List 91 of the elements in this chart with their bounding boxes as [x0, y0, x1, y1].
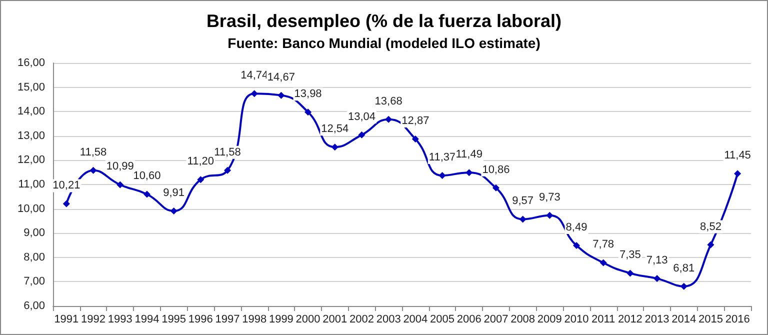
point [197, 176, 204, 184]
x-tick-label: 2005 [430, 314, 455, 326]
data-label: 13,04 [348, 110, 376, 123]
data-label: 7,13 [646, 254, 668, 267]
point [546, 212, 554, 219]
x-tick-label: 2010 [564, 314, 589, 326]
point [62, 200, 70, 208]
y-tick-label: 12,00 [17, 154, 45, 166]
data-label: 11,49 [456, 148, 482, 161]
x-tick-label: 2013 [644, 314, 670, 326]
y-tick-label: 16,00 [17, 57, 45, 69]
x-tick-label: 1995 [162, 314, 186, 326]
y-tick-label: 14,00 [17, 106, 45, 118]
data-label: 12,54 [321, 123, 349, 136]
y-tick-label: 10,00 [17, 202, 45, 215]
y-tick-label: 6,00 [24, 300, 45, 312]
x-tick-label: 2008 [510, 314, 536, 326]
x-tick-label: 2006 [456, 314, 482, 326]
point [573, 242, 580, 249]
y-tick-label: 9,00 [24, 227, 45, 240]
point [492, 184, 500, 192]
data-label: 10,60 [133, 170, 161, 182]
x-tick-label: 2011 [592, 314, 616, 326]
data-label: 12,87 [402, 115, 430, 128]
point [734, 170, 742, 178]
y-tick-label: 8,00 [24, 251, 45, 264]
data-label: 9,57 [512, 195, 534, 208]
x-tick-label: 1992 [81, 314, 106, 326]
data-label: 13,68 [374, 95, 402, 108]
data-label: 7,78 [592, 238, 614, 251]
point [519, 216, 526, 223]
x-tick-label: 2004 [403, 314, 428, 326]
point [626, 270, 634, 277]
data-label: 11,20 [187, 156, 214, 168]
chart-subtitle: Fuente: Banco Mundial (modeled ILO estimate) [228, 35, 540, 51]
point [90, 166, 97, 174]
data-label: 9,73 [538, 191, 560, 204]
point [438, 172, 446, 180]
data-label: 14,67 [267, 71, 295, 84]
point [358, 131, 366, 138]
x-tick-label: 2001 [322, 314, 348, 326]
point [331, 144, 338, 151]
data-label: 8,52 [700, 220, 722, 233]
point [707, 241, 714, 248]
x-tick-label: 2012 [618, 314, 642, 326]
x-tick-label: 1997 [215, 314, 240, 326]
data-label: 8,49 [566, 221, 588, 234]
x-tick-label: 2002 [349, 314, 374, 326]
data-label: 11,45 [724, 150, 751, 162]
data-label: 13,98 [294, 88, 322, 100]
point [654, 275, 661, 282]
data-label: 14,74 [240, 70, 268, 82]
x-tick-label: 1993 [108, 314, 132, 326]
point [412, 136, 419, 143]
x-tick-label: 2003 [376, 314, 401, 326]
chart-title: Brasil, desempleo (% de la fuerza laboral) [206, 11, 562, 31]
data-label: 9,91 [163, 186, 185, 199]
x-tick-label: 1994 [134, 314, 160, 326]
x-tick-label: 1991 [54, 314, 79, 326]
data-label: 10,21 [52, 180, 80, 192]
data-label: 11,58 [80, 146, 107, 158]
point [600, 259, 607, 266]
y-tick-label: 15,00 [17, 81, 45, 94]
x-tick-label: 2016 [725, 314, 750, 326]
point [143, 190, 150, 198]
point [680, 282, 688, 290]
data-label: 10,86 [482, 164, 510, 176]
data-label: 6,81 [673, 262, 695, 274]
point [385, 116, 392, 123]
x-tick-label: 2009 [537, 314, 562, 326]
data-label: 11,58 [214, 146, 241, 158]
y-tick-label: 11,00 [18, 178, 45, 190]
x-tick-label: 2015 [698, 314, 723, 326]
x-tick-label: 1999 [268, 314, 294, 326]
x-tick-label: 2000 [296, 314, 320, 326]
point [466, 169, 473, 176]
y-tick-label: 13,00 [17, 130, 45, 142]
point [170, 207, 178, 214]
x-tick-label: 2014 [672, 314, 696, 326]
x-tick-label: 2007 [484, 314, 508, 326]
x-tick-label: 1996 [188, 314, 213, 326]
x-tick-label: 1998 [242, 314, 267, 326]
point [250, 90, 258, 98]
point [278, 92, 285, 99]
point [224, 166, 231, 174]
data-label: 10,99 [106, 160, 134, 173]
point [116, 181, 124, 188]
data-label: 11,37 [428, 152, 456, 164]
y-tick-label: 7,00 [24, 276, 45, 288]
data-label: 7,35 [619, 249, 641, 262]
point [304, 108, 312, 116]
